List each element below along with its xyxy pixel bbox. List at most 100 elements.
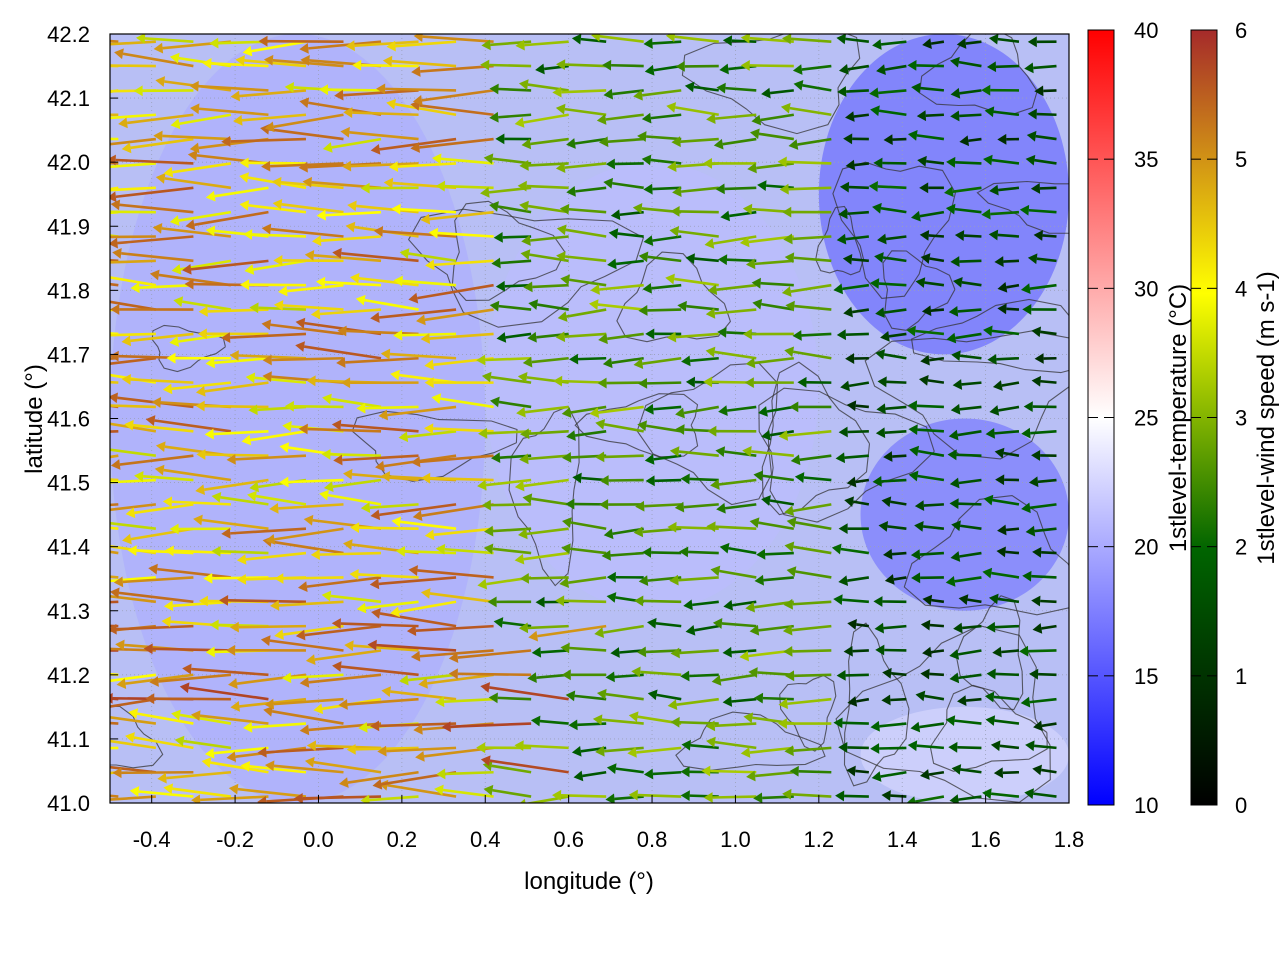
wind-arrow — [555, 331, 607, 343]
x-axis: -0.4 -0.2 0.0 0.2 0.4 0.6 0.8 1.0 1.2 1.4 1.6 1.8 — [133, 795, 1085, 852]
wind-arrow — [722, 696, 757, 707]
wind-arrow — [631, 666, 682, 678]
wind-arrow — [273, 255, 344, 266]
wind-arrow — [751, 113, 795, 126]
wind-arrow — [784, 252, 832, 264]
temperature-colorbar-label: 1stlevel-temperature (°C) — [1165, 284, 1192, 552]
wind-arrow — [514, 551, 569, 565]
wind-arrow — [685, 253, 719, 264]
wind-arrow — [883, 451, 907, 462]
wind-arrow — [299, 722, 382, 736]
wind-arrow — [174, 735, 232, 750]
wind-arrow — [355, 294, 419, 311]
wind-arrow — [356, 402, 419, 414]
wind-arrow — [202, 58, 269, 69]
wind-arrow — [435, 543, 494, 555]
wind-arrow — [112, 767, 194, 779]
wind-arrow — [334, 89, 419, 101]
wind-arrow — [310, 549, 382, 561]
wind-arrow — [195, 400, 269, 412]
wind-arrow — [481, 371, 532, 384]
wind-arrow — [918, 375, 945, 386]
wind-arrow — [704, 235, 757, 249]
wind-arrow — [493, 232, 532, 243]
y-tick-label: 41.6 — [47, 407, 90, 432]
wind-arrow — [845, 353, 869, 364]
wind-arrow — [872, 475, 907, 487]
wind-arrow — [122, 527, 194, 545]
colorbar-tick-label: 35 — [1134, 147, 1158, 172]
wind-arrow — [110, 521, 157, 531]
wind-arrow — [565, 690, 607, 702]
wind-arrow — [719, 542, 757, 555]
wind-arrow — [274, 573, 344, 584]
wind-arrow — [987, 353, 1020, 365]
wind-arrow — [717, 254, 757, 266]
wind-arrow — [996, 546, 1020, 558]
x-tick-label: 1.8 — [1054, 827, 1085, 852]
wind-arrow — [637, 420, 682, 433]
wind-arrow — [914, 500, 944, 511]
wind-arrow — [594, 624, 644, 638]
contour-line — [835, 625, 1051, 803]
wind-arrow — [684, 81, 719, 93]
wind-arrow — [1024, 788, 1057, 799]
wind-arrow — [598, 136, 644, 148]
wind-arrow — [566, 137, 607, 149]
wind-arrow — [792, 64, 832, 75]
wind-arrow — [634, 595, 682, 607]
wind-arrow — [591, 34, 644, 43]
wind-arrow — [272, 198, 344, 214]
wind-arrow — [110, 404, 119, 409]
wind-arrow — [515, 39, 569, 51]
temperature-region-south-east — [860, 706, 1069, 803]
wind-arrow — [164, 545, 231, 557]
wind-arrow — [840, 380, 870, 392]
wind-arrow — [191, 710, 269, 725]
wind-arrow — [718, 405, 757, 416]
wind-arrow — [517, 180, 569, 192]
wind-arrow — [110, 587, 194, 604]
wind-arrow — [792, 330, 832, 341]
wind-arrow — [949, 498, 982, 510]
colorbar-tick-label: 1 — [1235, 664, 1247, 689]
wind-arrow — [846, 476, 870, 488]
wind-arrow — [245, 372, 307, 384]
wind-arrow — [331, 419, 419, 433]
wind-arrow — [424, 527, 494, 541]
wind-arrow — [628, 789, 682, 801]
wind-arrow — [670, 205, 719, 217]
wind-arrow — [992, 646, 1020, 658]
colorbar-tick-label: 30 — [1134, 276, 1158, 301]
wind-arrow — [779, 183, 832, 195]
wind-arrow — [784, 503, 832, 517]
wind-arrow — [761, 87, 794, 99]
x-tick-label: 1.2 — [804, 827, 835, 852]
wind-arrow — [425, 259, 494, 271]
wind-arrow — [782, 206, 832, 218]
wind-arrow — [154, 464, 232, 482]
wind-arrow — [560, 274, 607, 287]
wind-arrow — [528, 624, 607, 642]
wind-arrow — [643, 235, 682, 246]
wind-arrow — [566, 430, 607, 441]
wind-arrow — [920, 668, 944, 680]
wind-arrow — [907, 130, 945, 141]
wind-arrow — [418, 673, 494, 689]
wind-arrow — [148, 563, 232, 579]
wind-arrow — [703, 792, 757, 803]
wind-arrow — [907, 60, 944, 71]
wind-arrow — [839, 181, 869, 193]
wind-arrow — [988, 229, 1020, 241]
temperature-colorbar-ticks: 10 15 20 25 30 35 40 — [1088, 18, 1158, 818]
wind-arrow — [305, 649, 382, 665]
wind-arrow — [705, 346, 757, 360]
wind-arrow — [521, 137, 569, 150]
wind-arrow — [310, 308, 382, 320]
wind-arrow — [948, 741, 982, 753]
wind-arrow — [240, 279, 306, 291]
wind-arrow — [478, 427, 532, 439]
wind-arrow — [833, 283, 870, 295]
wind-arrow — [380, 348, 457, 360]
wind-arrow — [145, 415, 232, 433]
